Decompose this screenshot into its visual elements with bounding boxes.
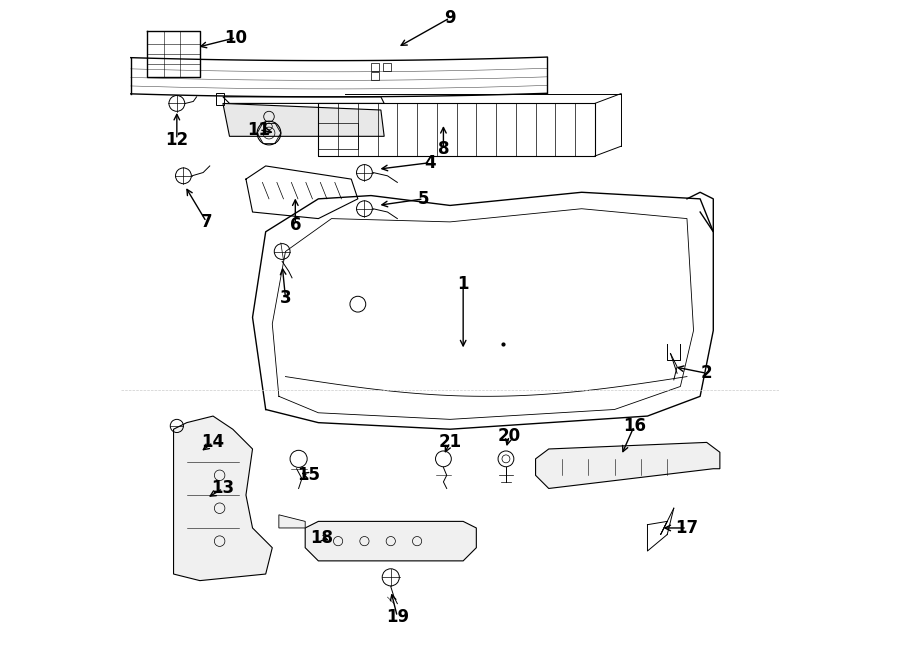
Bar [371, 72, 379, 80]
Bar [382, 63, 391, 71]
Polygon shape [174, 416, 273, 580]
Text: 17: 17 [675, 519, 698, 537]
Polygon shape [223, 103, 384, 136]
Bar [319, 123, 358, 149]
Text: 2: 2 [701, 364, 713, 382]
Text: 8: 8 [437, 141, 449, 159]
Text: 6: 6 [290, 216, 302, 234]
Bar [216, 93, 224, 104]
Text: 1: 1 [457, 276, 469, 293]
Text: 16: 16 [623, 417, 646, 435]
Text: 5: 5 [418, 190, 429, 208]
Text: 14: 14 [202, 434, 225, 451]
Text: 12: 12 [166, 131, 188, 149]
Text: 3: 3 [280, 289, 292, 307]
Text: 21: 21 [438, 434, 462, 451]
Polygon shape [536, 442, 720, 488]
Text: 9: 9 [445, 9, 455, 27]
Text: 19: 19 [386, 608, 409, 626]
Polygon shape [223, 97, 384, 103]
Text: 10: 10 [225, 28, 248, 46]
Bar [319, 103, 595, 156]
Text: 11: 11 [248, 121, 271, 139]
Text: 7: 7 [201, 213, 212, 231]
Text: 15: 15 [297, 466, 320, 485]
Polygon shape [305, 522, 476, 561]
Text: 18: 18 [310, 529, 333, 547]
Polygon shape [279, 515, 305, 528]
Bar [371, 63, 379, 71]
Text: 20: 20 [498, 427, 521, 445]
Text: 4: 4 [425, 153, 436, 172]
Text: 13: 13 [212, 479, 235, 498]
